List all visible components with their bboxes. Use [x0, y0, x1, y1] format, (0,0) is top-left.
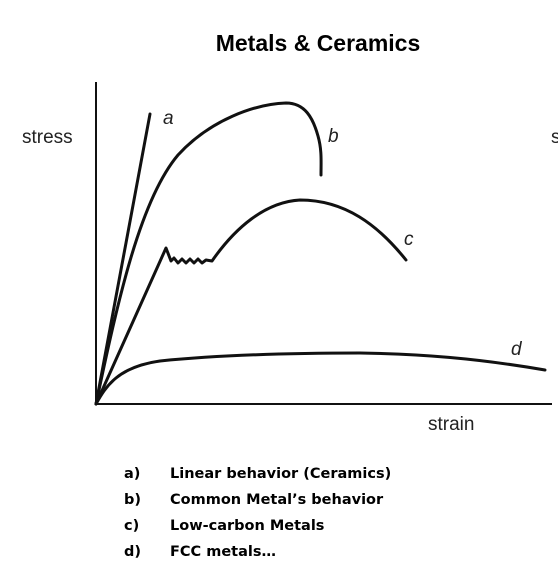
legend-marker: c)	[124, 518, 140, 534]
legend-item-b: b) Common Metal’s behavior	[124, 487, 391, 513]
legend-list: a) Linear behavior (Ceramics) b) Common Me…	[124, 461, 391, 565]
legend-text: Low-carbon Metals	[170, 518, 325, 534]
curve-a-label: a	[163, 108, 174, 129]
legend-item-d: d) FCC metals…	[124, 539, 391, 565]
legend-text: Common Metal’s behavior	[170, 492, 384, 508]
y-axis-label: stress	[22, 127, 73, 148]
clipped-axis-label-fragment: s	[551, 127, 558, 148]
curve-c	[94, 198, 408, 406]
curve-b-label: b	[328, 126, 339, 147]
legend-marker: a)	[124, 466, 141, 482]
diagram-title: Metals & Ceramics	[215, 30, 421, 56]
legend-marker: b)	[124, 492, 142, 508]
curve-b	[94, 101, 323, 406]
legend-text: FCC metals…	[170, 544, 276, 560]
x-axis-label: strain	[428, 414, 474, 435]
curve-d-label: d	[511, 339, 523, 360]
legend-marker: d)	[124, 544, 142, 560]
legend-text: Linear behavior (Ceramics)	[170, 466, 392, 482]
legend-item-c: c) Low-carbon Metals	[124, 513, 391, 539]
legend-item-a: a) Linear behavior (Ceramics)	[124, 461, 391, 487]
curve-d	[94, 351, 547, 406]
curve-c-label: c	[404, 229, 414, 250]
